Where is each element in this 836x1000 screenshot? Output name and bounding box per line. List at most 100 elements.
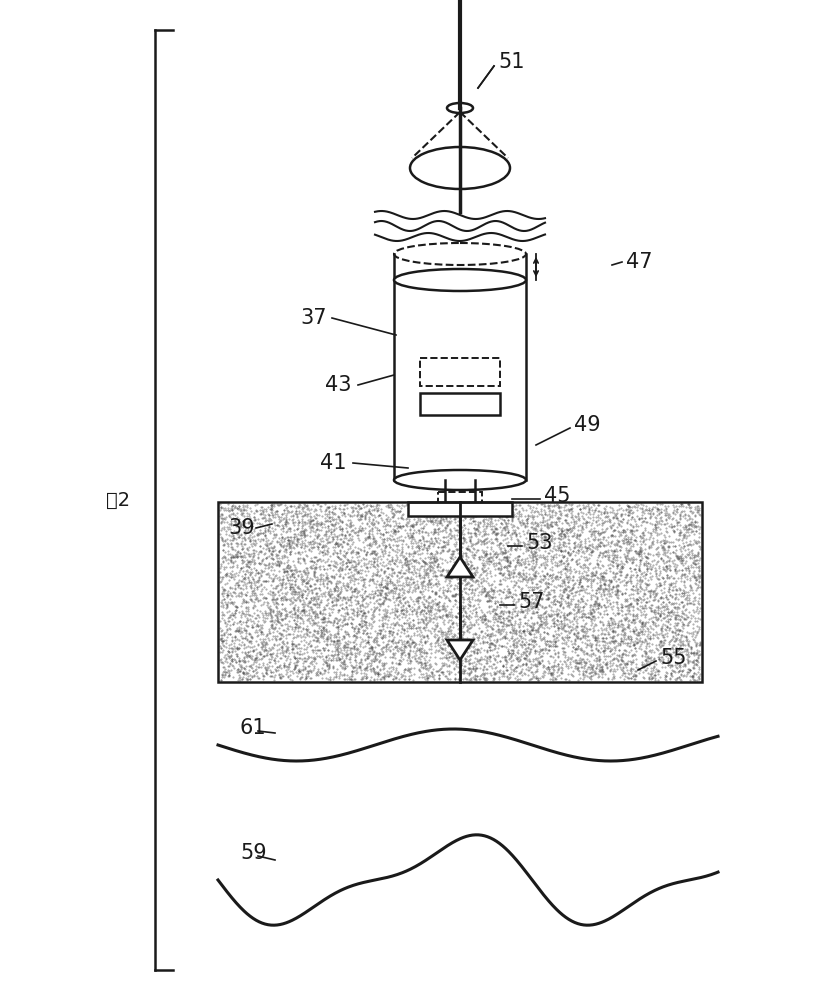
Point	[329, 664, 342, 680]
Point	[303, 536, 317, 552]
Point	[426, 565, 439, 581]
Point	[355, 506, 369, 522]
Point	[669, 659, 682, 675]
Point	[429, 568, 442, 584]
Point	[482, 514, 496, 530]
Point	[681, 592, 695, 608]
Point	[451, 575, 465, 591]
Point	[503, 516, 517, 532]
Point	[472, 578, 485, 594]
Point	[649, 503, 662, 519]
Point	[524, 618, 538, 634]
Point	[617, 598, 630, 614]
Point	[217, 669, 230, 685]
Point	[612, 647, 625, 663]
Point	[378, 589, 391, 605]
Point	[504, 564, 517, 580]
Point	[344, 518, 358, 534]
Point	[480, 516, 493, 532]
Point	[463, 651, 477, 667]
Point	[435, 551, 448, 567]
Point	[439, 649, 452, 665]
Point	[548, 633, 561, 649]
Point	[652, 567, 665, 583]
Point	[358, 510, 371, 526]
Point	[635, 648, 648, 664]
Point	[482, 556, 495, 572]
Point	[400, 628, 414, 644]
Point	[654, 550, 667, 566]
Point	[261, 521, 274, 537]
Point	[360, 625, 374, 641]
Point	[632, 638, 645, 654]
Point	[528, 596, 541, 612]
Point	[541, 533, 554, 549]
Point	[604, 557, 618, 573]
Point	[324, 607, 337, 623]
Point	[334, 607, 347, 623]
Point	[620, 507, 634, 523]
Point	[347, 639, 360, 655]
Point	[653, 639, 666, 655]
Point	[297, 605, 310, 621]
Point	[390, 544, 403, 560]
Point	[454, 535, 467, 551]
Point	[548, 516, 561, 532]
Point	[358, 563, 371, 579]
Point	[222, 613, 236, 629]
Point	[388, 616, 401, 632]
Point	[643, 588, 656, 604]
Point	[274, 555, 288, 571]
Point	[360, 648, 374, 664]
Point	[389, 579, 402, 595]
Point	[687, 645, 701, 661]
Point	[406, 553, 420, 569]
Point	[245, 569, 258, 585]
Point	[487, 589, 501, 605]
Point	[679, 549, 692, 565]
Point	[370, 556, 383, 572]
Point	[458, 545, 472, 561]
Point	[499, 610, 512, 626]
Point	[685, 542, 698, 558]
Point	[589, 650, 603, 666]
Point	[595, 569, 609, 585]
Point	[685, 568, 698, 584]
Point	[517, 615, 531, 631]
Point	[260, 538, 273, 554]
Point	[258, 631, 272, 647]
Point	[446, 565, 460, 581]
Point	[340, 658, 354, 674]
Point	[344, 500, 358, 516]
Point	[299, 651, 313, 667]
Point	[370, 633, 383, 649]
Point	[611, 524, 624, 540]
Point	[521, 602, 534, 618]
Point	[410, 522, 424, 538]
Point	[455, 648, 468, 664]
Point	[423, 561, 436, 577]
Point	[558, 512, 571, 528]
Point	[418, 622, 431, 638]
Point	[687, 623, 701, 639]
Point	[475, 560, 488, 576]
Point	[295, 596, 308, 612]
Point	[498, 549, 512, 565]
Point	[573, 570, 587, 586]
Point	[332, 652, 345, 668]
Point	[447, 670, 461, 686]
Point	[244, 554, 257, 570]
Point	[259, 607, 273, 623]
Point	[626, 646, 640, 662]
Point	[537, 529, 550, 545]
Point	[232, 640, 245, 656]
Point	[651, 515, 665, 531]
Point	[295, 666, 308, 682]
Point	[391, 519, 405, 535]
Point	[364, 498, 377, 514]
Point	[558, 609, 571, 625]
Point	[244, 561, 257, 577]
Point	[317, 601, 330, 617]
Point	[257, 648, 270, 664]
Point	[274, 630, 288, 646]
